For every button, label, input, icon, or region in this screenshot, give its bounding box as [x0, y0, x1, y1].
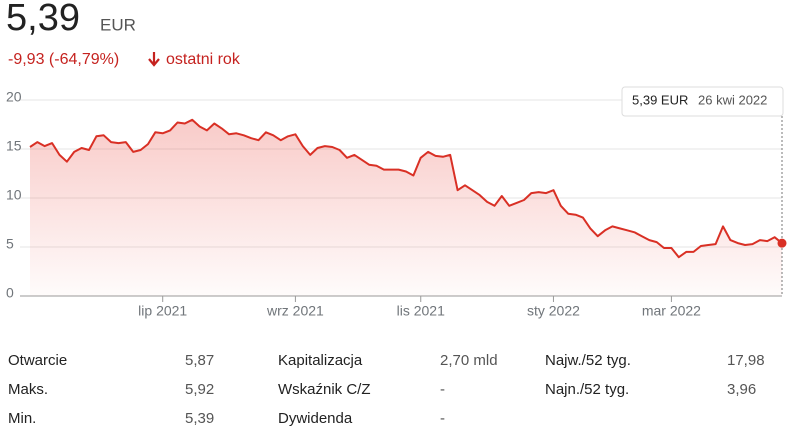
stat-label: Maks. [8, 381, 48, 398]
tooltip-box [621, 86, 784, 117]
stat-value: - [440, 381, 445, 398]
price: 5,39 [6, 0, 80, 39]
x-tick-label: mar 2022 [642, 303, 701, 319]
x-tick-label: sty 2022 [527, 303, 580, 319]
x-tick-label: wrz 2021 [266, 303, 324, 319]
stat-value: 17,98 [727, 352, 765, 369]
stat-value: 5,39 [185, 410, 214, 427]
stat-label: Najw./52 tyg. [545, 352, 631, 369]
stat-value: 5,92 [185, 381, 214, 398]
plot: 0 5 10 15 20 lip 2021 wrz 2021 lis 2021 sty 2022… [6, 89, 787, 319]
stat-label: Najn./52 tyg. [545, 381, 629, 398]
y-tick-label: 5 [6, 236, 14, 252]
stat-value: - [440, 410, 445, 427]
stat-label: Dywidenda [278, 410, 353, 427]
stat-value: 5,87 [185, 352, 214, 369]
stat-label: Kapitalizacja [278, 352, 363, 369]
y-tick-label: 15 [6, 138, 22, 154]
tooltip-price: 5,39 EUR [632, 92, 688, 107]
period: ostatni rok [166, 51, 241, 68]
x-tick-label: lis 2021 [397, 303, 445, 319]
area-fill [30, 119, 782, 296]
x-tick-label: lip 2021 [138, 303, 187, 319]
y-tick-label: 0 [6, 285, 14, 301]
down-arrow [148, 52, 160, 67]
y-tick-label: 10 [6, 187, 22, 203]
stats: Otwarcie 5,87 Maks. 5,92 Min. 5,39 Kapitalizac… [8, 352, 765, 427]
stat-value: 3,96 [727, 381, 756, 398]
last-point [777, 238, 787, 248]
price-line [29, 118, 783, 259]
stat-label: Otwarcie [8, 352, 67, 369]
stat-value: 2,70 mld [440, 352, 498, 369]
y-tick-label: 20 [6, 89, 22, 105]
currency: EUR [100, 15, 136, 34]
stat-label: Wskaźnik C/Z [278, 381, 371, 398]
price-change: -9,93 (-64,79%) [8, 51, 119, 68]
stat-label: Min. [8, 410, 36, 427]
tooltip-date: 26 kwi 2022 [698, 92, 767, 107]
